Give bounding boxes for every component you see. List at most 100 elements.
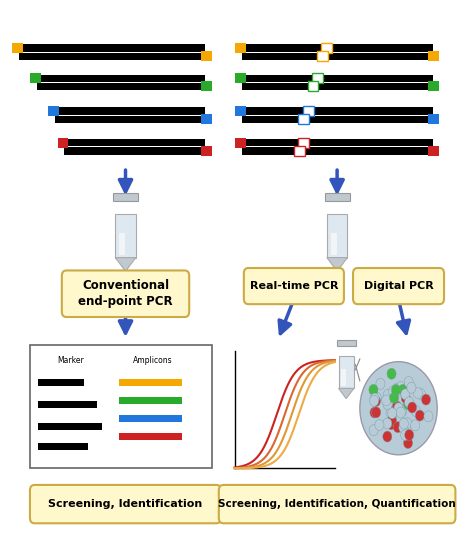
Circle shape bbox=[396, 407, 405, 418]
Bar bbox=[118, 397, 182, 404]
Circle shape bbox=[413, 387, 422, 399]
Bar bbox=[38, 443, 88, 451]
Polygon shape bbox=[338, 389, 354, 399]
Bar bbox=[428, 82, 439, 91]
Circle shape bbox=[382, 395, 391, 406]
Circle shape bbox=[421, 394, 430, 405]
FancyBboxPatch shape bbox=[330, 233, 337, 255]
FancyBboxPatch shape bbox=[244, 268, 344, 304]
Circle shape bbox=[388, 408, 397, 419]
Circle shape bbox=[397, 386, 406, 396]
FancyBboxPatch shape bbox=[30, 485, 221, 523]
Circle shape bbox=[383, 431, 392, 442]
Circle shape bbox=[372, 392, 382, 403]
Bar bbox=[242, 107, 433, 115]
Bar bbox=[428, 146, 439, 156]
Circle shape bbox=[424, 411, 433, 422]
Bar bbox=[118, 415, 182, 422]
Bar bbox=[242, 74, 433, 82]
FancyBboxPatch shape bbox=[62, 271, 189, 317]
Bar bbox=[57, 138, 68, 148]
FancyBboxPatch shape bbox=[325, 193, 350, 201]
Bar bbox=[38, 423, 102, 430]
Circle shape bbox=[372, 396, 381, 406]
Text: Amplicons: Amplicons bbox=[133, 356, 173, 365]
Bar bbox=[303, 106, 314, 116]
Circle shape bbox=[369, 385, 378, 395]
Circle shape bbox=[389, 386, 398, 397]
Circle shape bbox=[360, 362, 437, 455]
Circle shape bbox=[370, 393, 379, 404]
Text: Screening, Identification, Quantification: Screening, Identification, Quantificatio… bbox=[218, 499, 456, 509]
Bar bbox=[428, 51, 439, 61]
FancyBboxPatch shape bbox=[353, 268, 444, 304]
Text: Real-time PCR: Real-time PCR bbox=[250, 281, 338, 291]
Bar bbox=[48, 106, 59, 116]
Circle shape bbox=[403, 418, 412, 429]
Bar bbox=[235, 138, 246, 148]
FancyBboxPatch shape bbox=[337, 340, 356, 346]
Bar bbox=[38, 401, 97, 408]
Bar bbox=[55, 116, 205, 123]
Circle shape bbox=[396, 381, 405, 392]
Circle shape bbox=[395, 415, 404, 426]
Bar bbox=[242, 83, 433, 90]
Circle shape bbox=[399, 422, 408, 433]
Bar bbox=[30, 73, 41, 83]
Circle shape bbox=[404, 397, 414, 408]
Circle shape bbox=[390, 392, 399, 403]
Bar bbox=[299, 115, 310, 124]
Circle shape bbox=[387, 368, 396, 379]
Circle shape bbox=[376, 378, 385, 389]
Bar bbox=[64, 139, 205, 146]
Bar bbox=[55, 107, 205, 115]
Bar bbox=[299, 138, 310, 148]
Circle shape bbox=[372, 407, 381, 418]
Bar bbox=[118, 379, 182, 386]
Bar bbox=[201, 146, 212, 156]
Circle shape bbox=[399, 385, 408, 395]
Circle shape bbox=[387, 415, 396, 426]
Bar bbox=[38, 379, 83, 386]
Circle shape bbox=[383, 399, 392, 410]
FancyBboxPatch shape bbox=[115, 214, 136, 258]
Circle shape bbox=[392, 403, 401, 414]
Bar bbox=[37, 83, 205, 90]
Circle shape bbox=[375, 419, 384, 430]
Bar bbox=[201, 51, 212, 61]
Bar bbox=[201, 115, 212, 124]
Bar bbox=[235, 43, 246, 53]
Circle shape bbox=[407, 382, 416, 393]
Bar bbox=[235, 73, 246, 83]
Bar bbox=[242, 116, 433, 123]
Bar bbox=[242, 139, 433, 146]
Circle shape bbox=[415, 410, 424, 421]
Circle shape bbox=[408, 402, 417, 413]
Text: Digital PCR: Digital PCR bbox=[364, 281, 433, 291]
Polygon shape bbox=[327, 258, 347, 271]
Circle shape bbox=[369, 425, 378, 435]
FancyBboxPatch shape bbox=[119, 233, 125, 255]
FancyBboxPatch shape bbox=[113, 193, 138, 201]
Circle shape bbox=[383, 390, 392, 400]
Circle shape bbox=[370, 407, 379, 418]
Circle shape bbox=[403, 438, 412, 448]
Bar bbox=[294, 146, 305, 156]
Circle shape bbox=[392, 401, 401, 412]
Circle shape bbox=[392, 383, 401, 394]
Bar bbox=[64, 148, 205, 155]
FancyBboxPatch shape bbox=[341, 369, 346, 386]
Circle shape bbox=[398, 406, 407, 416]
Bar bbox=[321, 43, 332, 53]
Circle shape bbox=[387, 419, 396, 430]
Text: Marker: Marker bbox=[57, 356, 84, 365]
Circle shape bbox=[395, 403, 404, 414]
Bar bbox=[242, 45, 433, 51]
Text: Conventional
end-point PCR: Conventional end-point PCR bbox=[78, 280, 173, 308]
Bar bbox=[428, 115, 439, 124]
Bar bbox=[242, 148, 433, 155]
Bar bbox=[317, 51, 328, 61]
Bar bbox=[235, 106, 246, 116]
FancyBboxPatch shape bbox=[327, 214, 347, 258]
Circle shape bbox=[411, 406, 420, 416]
